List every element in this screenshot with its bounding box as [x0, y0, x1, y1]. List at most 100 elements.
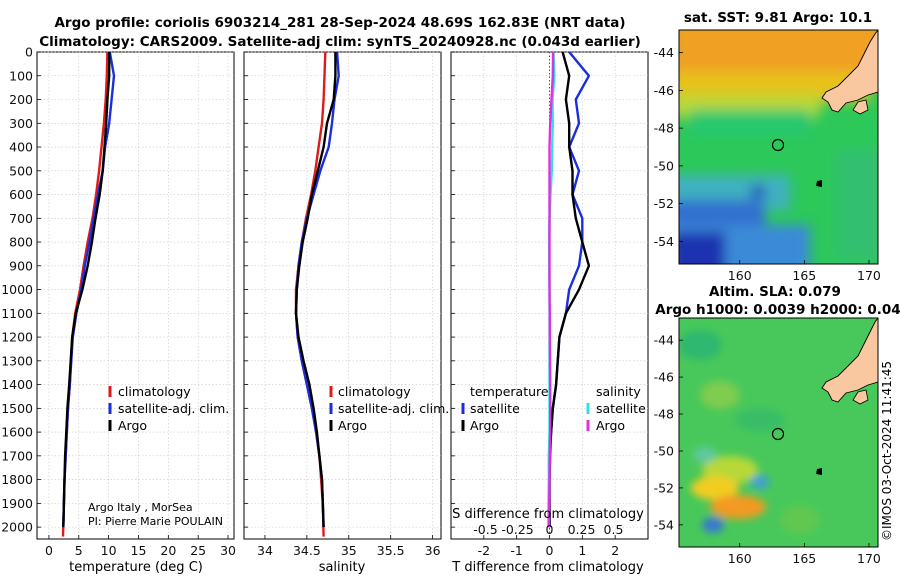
- t-difference-xlabel: T difference from climatology: [451, 560, 644, 575]
- latitude-tick-label: -54: [654, 517, 674, 532]
- series-line-argo: [62, 52, 111, 528]
- x-tick-label: 20: [160, 543, 176, 558]
- depth-tick-label: 700: [9, 211, 33, 226]
- x-tick-label: 25: [190, 543, 206, 558]
- sla-map-title: Altim. SLA: 0.079: [709, 284, 841, 300]
- latitude-tick-label: -46: [654, 83, 674, 98]
- figure-title-line1: Argo profile: coriolis 6903214_281 28-Se…: [54, 15, 625, 31]
- temperature-axes-frame: [36, 51, 235, 540]
- s-difference-tick-labels: -0.5 -0.25 0 0.25 0.5: [473, 522, 623, 537]
- temperature-series: [61, 51, 116, 537]
- x-tick-label: 30: [220, 543, 236, 558]
- legend-label-climatology: climatology: [118, 384, 191, 399]
- legend-label-t-argo: Argo: [470, 418, 499, 433]
- longitude-tick-label: 160: [728, 268, 752, 283]
- land-auckland-islands: [816, 180, 822, 187]
- s-difference-tick-label: 0: [546, 522, 554, 537]
- argo-position-marker: [771, 427, 785, 441]
- sst-map-tick-labels: 160 165 170 -44 -46 -48 -50 -52 -54: [654, 45, 881, 283]
- latitude-tick-label: -44: [654, 333, 674, 348]
- latitude-tick-label: -44: [654, 45, 674, 60]
- legend-label-t-satellite: satellite: [470, 401, 520, 416]
- x-tick-label: 10: [101, 543, 117, 558]
- temperature-legend: climatology satellite-adj. clim. Argo: [108, 384, 229, 433]
- depth-tick-label: 500: [9, 163, 33, 178]
- s-difference-tick-label: -0.5: [473, 522, 497, 537]
- land-new-zealand: [821, 318, 878, 403]
- legend-label-climatology: climatology: [338, 384, 411, 399]
- latitude-tick-label: -54: [654, 234, 674, 249]
- x-tick-label: 36: [425, 543, 441, 558]
- x-tick-label: 1: [578, 543, 586, 558]
- salinity-series: [294, 51, 340, 537]
- land-stewart-island: [852, 99, 869, 115]
- difference-panel: -2 -1 0 1 2 -0.5 -0.25 0 0.25 0.5 S difference f…: [450, 51, 649, 575]
- salinity-xlabel: salinity: [319, 560, 366, 575]
- latitude-tick-label: -48: [654, 407, 674, 422]
- sla-map-tick-labels: 160 165 170 -44 -46 -48 -50 -52 -54: [654, 333, 881, 566]
- difference-series: [547, 51, 591, 528]
- series-line-argo: [294, 52, 337, 528]
- latitude-tick-label: -50: [654, 443, 674, 458]
- land-new-zealand: [821, 30, 878, 113]
- latitude-tick-label: -52: [654, 196, 674, 211]
- legend-label-s-satellite: satellite: [596, 401, 646, 416]
- salinity-axes-frame: [243, 51, 442, 540]
- latitude-tick-label: -50: [654, 158, 674, 173]
- depth-tick-label: 800: [9, 235, 33, 250]
- depth-tick-label: 1600: [1, 425, 33, 440]
- s-difference-tick-label: 0.5: [604, 522, 624, 537]
- depth-tick-label: 1200: [1, 330, 33, 345]
- depth-tick-label: 0: [25, 45, 33, 60]
- x-tick-label: 35: [341, 543, 357, 558]
- salinity-grid: [244, 51, 441, 539]
- legend-label-argo: Argo: [118, 418, 147, 433]
- salinity-panel: 34 34.5 35 35.5 36 salinity climatology sate…: [243, 51, 449, 575]
- legend-heading-salinity: salinity: [596, 384, 641, 399]
- salinity-tick-labels: 34 34.5 35 35.5 36: [257, 543, 441, 558]
- depth-tick-labels: 0 100 200 300 400 500 600 700 800 900 1000 1100 1200…: [1, 45, 33, 535]
- longitude-tick-label: 170: [857, 268, 881, 283]
- x-tick-label: 0: [546, 543, 554, 558]
- figure-title-line2: Climatology: CARS2009. Satellite-adj cli…: [39, 34, 641, 50]
- legend-label-satellite: satellite-adj. clim.: [118, 401, 229, 416]
- longitude-tick-label: 160: [728, 551, 752, 566]
- x-tick-label: 2: [611, 543, 619, 558]
- credit-line1: Argo Italy , MorSea: [88, 501, 193, 514]
- land-stewart-island: [852, 389, 869, 405]
- temperature-tick-labels: 0 5 10 15 20 25 30: [45, 543, 236, 558]
- temperature-xlabel: temperature (deg C): [69, 560, 203, 575]
- sla-map: Altim. SLA: 0.079 Argo h1000: 0.0039 h20…: [654, 284, 900, 566]
- depth-tick-label: 1100: [1, 306, 33, 321]
- latitude-tick-label: -52: [654, 480, 674, 495]
- sst-map-frame: [678, 29, 879, 265]
- x-tick-label: 35.5: [377, 543, 405, 558]
- latitude-tick-label: -48: [654, 121, 674, 136]
- depth-tick-label: 1300: [1, 353, 33, 368]
- temperature-panel: 0100200300400500600700800900100011001200…: [1, 45, 236, 576]
- depth-tick-label: 2000: [1, 520, 33, 535]
- legend-label-satellite: satellite-adj. clim.: [338, 401, 449, 416]
- sla-map-frame: [678, 317, 879, 548]
- sst-field-shading: [679, 30, 878, 264]
- s-difference-tick-label: 0.25: [568, 522, 596, 537]
- t-difference-tick-labels: -2 -1 0 1 2: [478, 543, 620, 558]
- depth-tick-label: 600: [9, 187, 33, 202]
- s-difference-label: S difference from climatology: [452, 507, 644, 522]
- depth-tick-label: 300: [9, 116, 33, 131]
- imos-timestamp: ©IMOS 03-Oct-2024 11:41:45: [880, 361, 894, 541]
- x-tick-label: 0: [45, 543, 53, 558]
- legend-heading-temperature: temperature: [470, 384, 549, 399]
- credit-line2: PI: Pierre Marie POULAIN: [88, 515, 223, 528]
- depth-tick-label: 1800: [1, 472, 33, 487]
- depth-tick-label: 400: [9, 140, 33, 155]
- latitude-tick-label: -46: [654, 370, 674, 385]
- depth-tick-label: 1700: [1, 448, 33, 463]
- x-tick-label: 34: [257, 543, 273, 558]
- sla-map-subtitle: Argo h1000: 0.0039 h2000: 0.04: [655, 302, 900, 318]
- series-line-argo-salinity: [547, 51, 555, 528]
- land-auckland-islands: [816, 468, 822, 475]
- longitude-tick-label: 165: [792, 268, 816, 283]
- sst-map-title: sat. SST: 9.81 Argo: 10.1: [684, 10, 872, 26]
